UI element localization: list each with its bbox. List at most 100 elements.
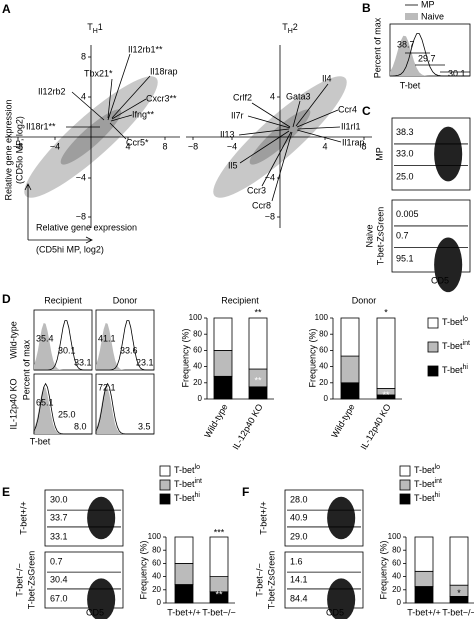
y-tick-label: 80 xyxy=(392,545,401,554)
x-tick-label: Wild-type xyxy=(329,402,356,439)
label-part: T-bet xyxy=(414,479,435,489)
legend-swatch xyxy=(399,493,411,505)
panel-label: C xyxy=(362,104,371,118)
gate-value: 0.005 xyxy=(396,209,419,219)
gene-label: Ccr4 xyxy=(338,104,357,114)
gene-label: Tbx21* xyxy=(84,68,113,78)
gate-value: 38.3 xyxy=(396,127,414,137)
significance: ** xyxy=(254,308,262,318)
x-tick-label: −8 xyxy=(13,141,23,151)
y-tick-label: 40 xyxy=(392,572,401,581)
y-tick-label: 0 xyxy=(324,394,329,403)
bar-segment xyxy=(414,570,434,587)
gene-label: Ccr8 xyxy=(252,200,271,210)
leader-line xyxy=(107,53,131,121)
label-part: T-bet xyxy=(442,365,463,375)
y-tick-label: −8 xyxy=(265,211,275,221)
histogram-naive xyxy=(34,387,92,434)
row-label: T-bet+/+ xyxy=(18,501,28,535)
gate-value: 41.1 xyxy=(98,333,116,343)
label-part: 2 xyxy=(293,22,298,32)
cell-cloud xyxy=(434,126,463,182)
y-axis-label: Frequency (%) xyxy=(180,328,190,387)
gate-value: 33.7 xyxy=(50,512,68,522)
gate-value: 0.7 xyxy=(396,230,409,240)
plot-frame xyxy=(391,199,471,273)
plot-title: TH2 xyxy=(282,22,298,35)
label-part: T-bet xyxy=(174,465,195,475)
y-tick-label: 80 xyxy=(152,545,161,554)
gate-value: 30.4 xyxy=(50,574,68,584)
plot-frame xyxy=(44,489,124,547)
legend-label: T-betint xyxy=(442,340,470,351)
x-tick-label: −4 xyxy=(50,141,60,151)
histogram-mp xyxy=(95,382,154,435)
leader-line xyxy=(296,129,342,143)
legend-swatch xyxy=(159,479,171,491)
x-axis-label: Relative gene expression xyxy=(36,222,137,232)
gate-value: 30.0 xyxy=(50,494,68,504)
gate-value: 23.1 xyxy=(136,357,154,367)
column-label: Recipient xyxy=(44,295,82,305)
gate-value: 3.5 xyxy=(138,421,151,431)
y-tick-label: 8 xyxy=(81,51,86,61)
significance: * xyxy=(457,588,461,598)
significance: ** xyxy=(254,376,262,386)
cell-cloud xyxy=(87,496,116,540)
plot-frame xyxy=(284,551,364,609)
significance: * xyxy=(384,308,388,318)
bar-segment xyxy=(376,317,396,389)
panel-label: A xyxy=(2,2,11,16)
cell-cloud xyxy=(327,496,356,540)
bar-segment xyxy=(209,536,229,577)
y-tick-label: 80 xyxy=(193,329,202,338)
legend-label: T-betlo xyxy=(174,464,200,475)
gate-value: 28.0 xyxy=(290,494,308,504)
bar-segment xyxy=(213,349,233,377)
leader-line xyxy=(238,128,290,136)
y-tick-label: 4 xyxy=(270,91,275,101)
significance: ** xyxy=(382,383,390,393)
x-tick-label: 4 xyxy=(322,141,327,151)
gate-value: 1.6 xyxy=(290,556,303,566)
y-tick-label: 20 xyxy=(152,585,161,594)
leader-line xyxy=(295,83,329,127)
row-label: T-bet−/− xyxy=(14,563,24,597)
y-tick-label: 0 xyxy=(198,394,203,403)
histogram-naive xyxy=(96,323,154,370)
y-tick-label: 60 xyxy=(193,346,202,355)
significance: ** xyxy=(215,589,223,599)
bar-segment xyxy=(340,355,360,384)
y-tick-label: 20 xyxy=(319,378,328,387)
row-label: IL-12p40 KO xyxy=(8,378,18,429)
x-tick-label: T-bet+/+ xyxy=(407,607,441,617)
x-tick-label: 8 xyxy=(361,141,366,151)
y-tick-label: 4 xyxy=(81,91,86,101)
label-part: T-bet xyxy=(414,465,435,475)
label-part: T-bet xyxy=(174,479,195,489)
histogram-naive xyxy=(96,387,154,434)
label-part: H xyxy=(93,28,98,35)
bar-segment xyxy=(449,536,469,586)
leader-line xyxy=(292,100,301,128)
leader-line xyxy=(251,102,291,128)
gene-label: Il13 xyxy=(220,129,235,139)
label-part: T-bet xyxy=(174,493,195,503)
chart-title: Recipient xyxy=(221,295,259,305)
significance: *** xyxy=(214,527,225,537)
y-axis-label: Percent of max xyxy=(372,17,382,78)
y-tick-label: −4 xyxy=(265,172,275,182)
x-tick-label: IL-12p40 KO xyxy=(231,402,265,451)
gene-label: Ccr3 xyxy=(247,185,266,195)
cell-cloud xyxy=(87,578,116,619)
legend-swatch xyxy=(159,493,171,505)
legend-swatch xyxy=(399,465,411,477)
panel-label: D xyxy=(2,292,11,306)
gene-label: Il1rl1 xyxy=(341,121,361,131)
row-label: MP xyxy=(374,147,384,161)
cell-cloud xyxy=(327,578,356,619)
gate-value: 40.9 xyxy=(290,512,308,522)
y-tick-label: 0 xyxy=(397,598,402,607)
panel-label: E xyxy=(2,485,10,499)
leader-line xyxy=(271,131,293,202)
